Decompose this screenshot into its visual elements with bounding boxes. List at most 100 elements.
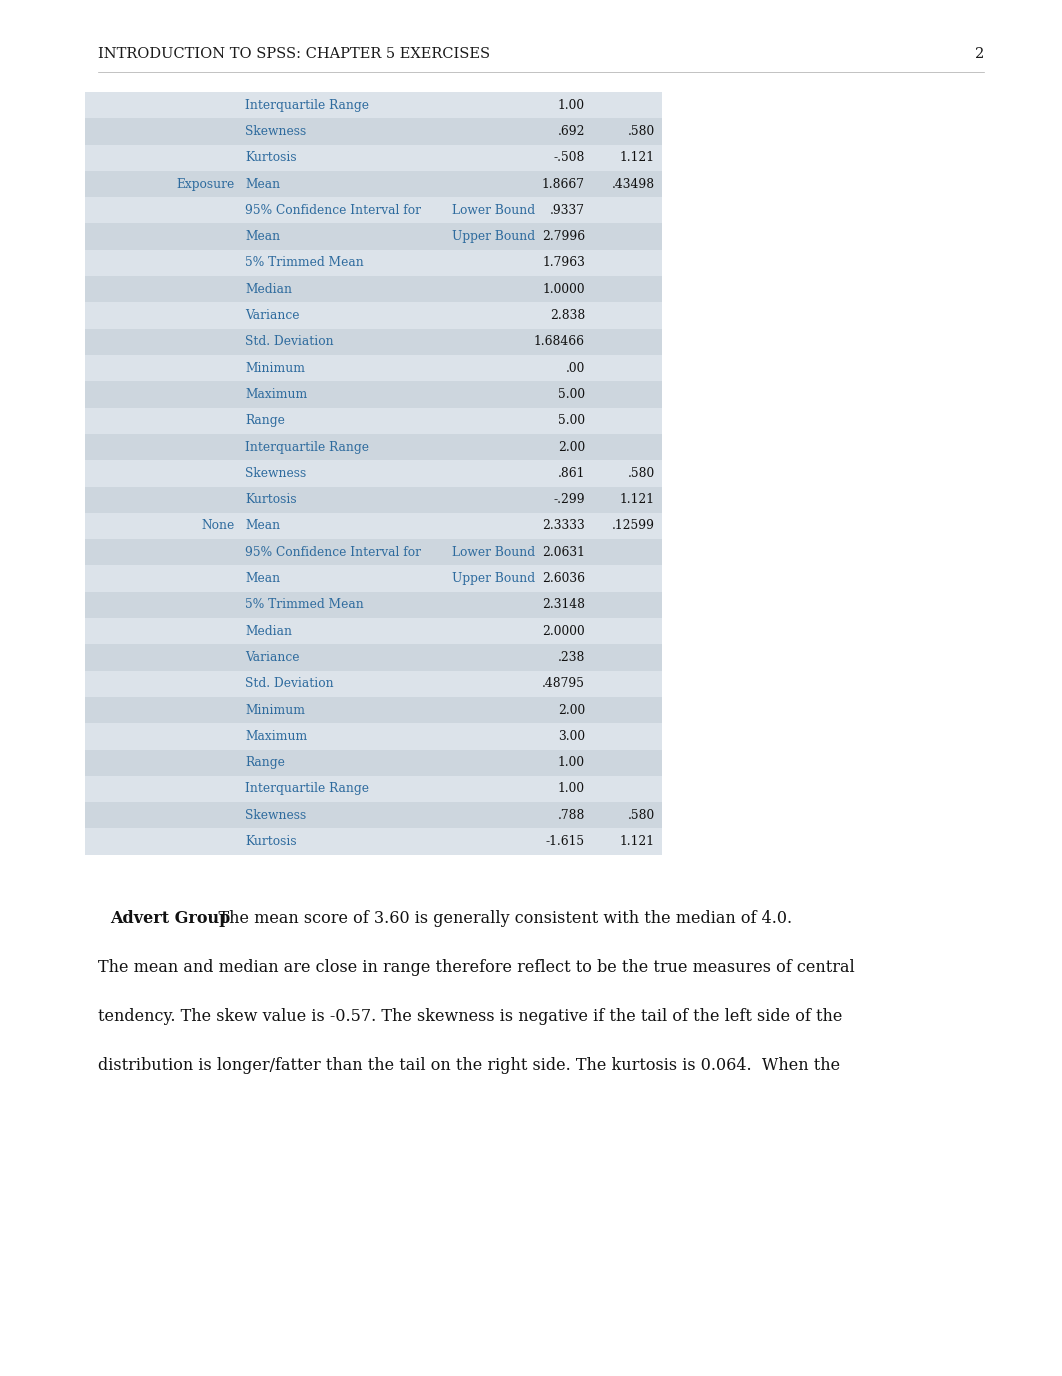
Text: Minimum: Minimum (245, 703, 305, 717)
Text: Range: Range (245, 757, 285, 769)
Bar (85, 724, 662, 750)
Bar (85, 487, 662, 513)
Text: Skewness: Skewness (245, 125, 306, 138)
Text: Skewness: Skewness (245, 809, 306, 821)
Text: 2.3148: 2.3148 (542, 599, 585, 611)
Text: The mean and median are close in range therefore reflect to be the true measures: The mean and median are close in range t… (98, 959, 855, 976)
Bar (85, 802, 662, 828)
Text: 1.00: 1.00 (558, 783, 585, 795)
Bar (85, 776, 662, 802)
Bar (85, 118, 662, 144)
Text: .12599: .12599 (612, 520, 655, 533)
Text: 3.00: 3.00 (558, 729, 585, 743)
Text: Mean: Mean (245, 230, 280, 244)
Text: Kurtosis: Kurtosis (245, 493, 296, 506)
Text: Median: Median (245, 625, 292, 637)
Bar (85, 407, 662, 433)
Bar (85, 566, 662, 592)
Text: 5.00: 5.00 (558, 414, 585, 428)
Text: 2.0631: 2.0631 (542, 546, 585, 559)
Text: 95% Confidence Interval for: 95% Confidence Interval for (245, 546, 421, 559)
Text: Median: Median (245, 282, 292, 296)
Text: Interquartile Range: Interquartile Range (245, 99, 369, 111)
Text: 1.00: 1.00 (558, 99, 585, 111)
Text: 1.121: 1.121 (620, 835, 655, 848)
Text: Minimum: Minimum (245, 362, 305, 374)
Bar (85, 381, 662, 407)
Text: -1.615: -1.615 (546, 835, 585, 848)
Text: Advert Group: Advert Group (110, 910, 230, 926)
Text: Lower Bound: Lower Bound (452, 546, 535, 559)
Text: -.508: -.508 (553, 151, 585, 164)
Text: 2.0000: 2.0000 (543, 625, 585, 637)
Bar (85, 197, 662, 223)
Bar (85, 277, 662, 303)
Text: 1.121: 1.121 (620, 493, 655, 506)
Text: .788: .788 (558, 809, 585, 821)
Text: distribution is longer/fatter than the tail on the right side. The kurtosis is 0: distribution is longer/fatter than the t… (98, 1057, 840, 1073)
Text: .48795: .48795 (542, 677, 585, 691)
Text: Lower Bound: Lower Bound (452, 204, 535, 217)
Text: 1.121: 1.121 (620, 151, 655, 164)
Bar (85, 303, 662, 329)
Text: Upper Bound: Upper Bound (452, 230, 535, 244)
Text: .9337: .9337 (550, 204, 585, 217)
Bar (85, 144, 662, 171)
Text: 5% Trimmed Mean: 5% Trimmed Mean (245, 256, 364, 270)
Bar (85, 355, 662, 381)
Text: .580: .580 (628, 809, 655, 821)
Bar (85, 460, 662, 487)
Text: None: None (202, 520, 235, 533)
Text: Interquartile Range: Interquartile Range (245, 783, 369, 795)
Text: 1.7963: 1.7963 (542, 256, 585, 270)
Bar (85, 539, 662, 566)
Bar (85, 171, 662, 197)
Text: .580: .580 (628, 466, 655, 480)
Text: 2.00: 2.00 (558, 703, 585, 717)
Text: .692: .692 (558, 125, 585, 138)
Text: Maximum: Maximum (245, 388, 307, 400)
Text: Mean: Mean (245, 178, 280, 190)
Bar (85, 223, 662, 250)
Bar (85, 592, 662, 618)
Bar (85, 433, 662, 460)
Text: 2.00: 2.00 (558, 440, 585, 454)
Text: 1.00: 1.00 (558, 757, 585, 769)
Text: Interquartile Range: Interquartile Range (245, 440, 369, 454)
Text: -.299: -.299 (553, 493, 585, 506)
Text: Range: Range (245, 414, 285, 428)
Text: 2.838: 2.838 (550, 310, 585, 322)
Text: .580: .580 (628, 125, 655, 138)
Bar (85, 92, 662, 854)
Text: Variance: Variance (245, 310, 299, 322)
Text: Std. Deviation: Std. Deviation (245, 336, 333, 348)
Text: .43498: .43498 (612, 178, 655, 190)
Text: 5.00: 5.00 (558, 388, 585, 400)
Text: 5% Trimmed Mean: 5% Trimmed Mean (245, 599, 364, 611)
Text: : The mean score of 3.60 is generally consistent with the median of 4.0.: : The mean score of 3.60 is generally co… (208, 910, 792, 926)
Text: Exposure: Exposure (176, 178, 235, 190)
Text: Variance: Variance (245, 651, 299, 665)
Text: INTRODUCTION TO SPSS: CHAPTER 5 EXERCISES: INTRODUCTION TO SPSS: CHAPTER 5 EXERCISE… (98, 47, 491, 61)
Bar (85, 329, 662, 355)
Text: 2.3333: 2.3333 (543, 520, 585, 533)
Text: Upper Bound: Upper Bound (452, 572, 535, 585)
Bar (85, 513, 662, 539)
Text: 2.6036: 2.6036 (542, 572, 585, 585)
Text: .861: .861 (558, 466, 585, 480)
Text: 2: 2 (975, 47, 984, 61)
Text: 1.8667: 1.8667 (542, 178, 585, 190)
Text: Maximum: Maximum (245, 729, 307, 743)
Bar (85, 644, 662, 670)
Bar (85, 696, 662, 724)
Text: Std. Deviation: Std. Deviation (245, 677, 333, 691)
Bar (85, 828, 662, 854)
Text: 1.68466: 1.68466 (534, 336, 585, 348)
Text: .00: .00 (566, 362, 585, 374)
Bar (85, 250, 662, 277)
Text: .238: .238 (558, 651, 585, 665)
Bar (85, 670, 662, 696)
Text: 2.7996: 2.7996 (542, 230, 585, 244)
Text: tendency. The skew value is -0.57. The skewness is negative if the tail of the l: tendency. The skew value is -0.57. The s… (98, 1007, 842, 1025)
Text: Mean: Mean (245, 520, 280, 533)
